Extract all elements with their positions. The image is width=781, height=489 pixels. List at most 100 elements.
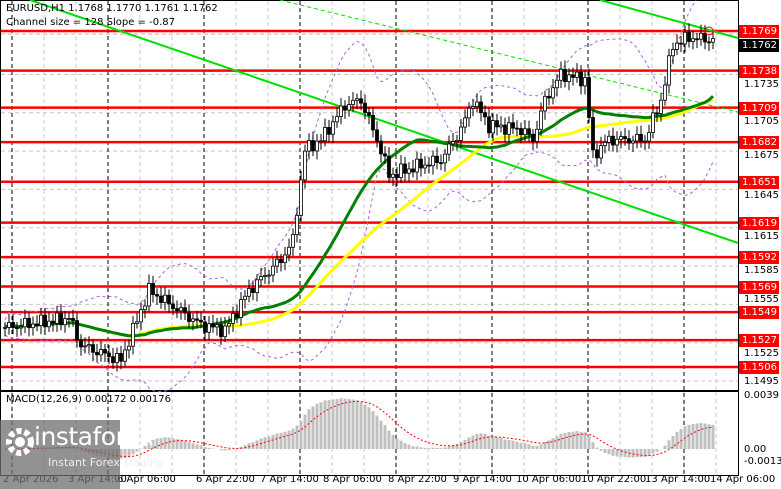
price-level-label: 1.1738 (739, 65, 779, 78)
candle-body (515, 127, 519, 130)
macd-histogram-bar (179, 439, 183, 449)
candle-body (411, 168, 415, 173)
candle-body (59, 312, 63, 326)
slow-moving-average (4, 97, 714, 337)
candle-body (367, 112, 371, 116)
candle-body (431, 155, 435, 167)
candle-body (655, 112, 659, 115)
macd-histogram-bar (523, 443, 527, 449)
macd-histogram-bar (559, 433, 563, 449)
candle-body (299, 179, 303, 216)
candle-body (619, 136, 623, 140)
macd-histogram-bar (639, 449, 643, 458)
time-label: 8 Apr 06:00 (323, 474, 382, 485)
candle-body (259, 276, 263, 281)
macd-histogram-bar (563, 432, 567, 449)
candle-body (699, 32, 703, 40)
macd-histogram-bar (623, 449, 627, 457)
macd-histogram-bar (367, 407, 371, 449)
candle-body (27, 317, 31, 329)
candle-body (603, 142, 607, 147)
macd-histogram-bar (435, 447, 439, 449)
candle-body (183, 307, 187, 314)
macd-histogram-bar (611, 449, 615, 456)
watermark-tagline: Instant Forex Trading (48, 456, 164, 469)
candle-body (575, 71, 579, 78)
macd-histogram-bar (431, 447, 435, 449)
macd-histogram-bar (155, 438, 159, 449)
macd-histogram-bar (595, 447, 599, 449)
macd-histogram-bar (323, 400, 327, 449)
candle-body (139, 309, 143, 323)
candle-body (479, 101, 483, 114)
macd-histogram-bar (343, 398, 347, 449)
candle-body (363, 102, 367, 113)
macd-histogram-bar (607, 449, 611, 455)
candle-body (559, 68, 563, 81)
candle-body (635, 133, 639, 142)
candle-body (535, 128, 539, 142)
candle-body (511, 122, 515, 129)
candle-body (307, 140, 311, 152)
macd-histogram-bar (651, 449, 655, 454)
candle-body (83, 345, 87, 348)
candle-body (79, 339, 83, 348)
candle-body (199, 319, 203, 323)
candle-body (651, 112, 655, 133)
channel-middle-line (279, 0, 739, 113)
macd-histogram-bar (515, 441, 519, 449)
candle-body (51, 320, 55, 324)
macd-histogram-bar (127, 449, 131, 457)
candle-body (91, 344, 95, 353)
macd-histogram-bar (707, 424, 711, 449)
macd-histogram-bar (203, 447, 207, 449)
candle-body (111, 356, 115, 364)
macd-histogram-bar (575, 431, 579, 449)
candle-body (167, 294, 171, 305)
candle-body (687, 31, 691, 42)
candle-body (3, 327, 7, 329)
channel-upper-line (599, 0, 739, 39)
macd-histogram-bar (387, 430, 391, 449)
candle-body (99, 349, 103, 356)
bollinger-upper (4, 0, 697, 320)
candle-body (151, 283, 155, 295)
macd-histogram-bar (567, 431, 571, 449)
candle-body (23, 317, 27, 328)
macd-histogram-bar (195, 444, 199, 449)
time-label: 13 Apr 14:00 (645, 474, 711, 485)
macd-histogram-bar (459, 442, 463, 449)
macd-histogram-bar (279, 432, 283, 449)
candle-body (63, 318, 67, 326)
candle-body (247, 288, 251, 297)
candle-body (407, 168, 411, 174)
candle-body (211, 323, 215, 328)
candle-body (579, 71, 583, 87)
macd-histogram-bar (403, 443, 407, 449)
candle-body (659, 99, 663, 114)
macd-histogram-bar (147, 442, 151, 449)
candle-body (663, 84, 667, 101)
macd-histogram-bar (667, 440, 671, 449)
macd-histogram-bar (307, 409, 311, 449)
candle-body (599, 145, 603, 159)
candle-body (187, 312, 191, 322)
candle-body (547, 95, 551, 99)
candle-body (327, 127, 331, 135)
price-level-label: 1.1682 (739, 136, 779, 149)
macd-histogram-bar (483, 433, 487, 449)
candle-body (119, 353, 123, 362)
candle-body (227, 322, 231, 327)
candle-body (223, 325, 227, 338)
candle-body (583, 77, 587, 87)
macd-histogram-bar (379, 420, 383, 449)
candle-body (667, 55, 671, 86)
price-tick: 1.1585 (744, 265, 779, 276)
candle-body (459, 126, 463, 141)
macd-histogram-bar (355, 400, 359, 449)
price-level-label: 1.1527 (739, 334, 779, 347)
macd-tick: 0.0039 (744, 390, 779, 401)
candle-body (15, 327, 19, 330)
macd-tick: -0.00135 (744, 456, 781, 467)
